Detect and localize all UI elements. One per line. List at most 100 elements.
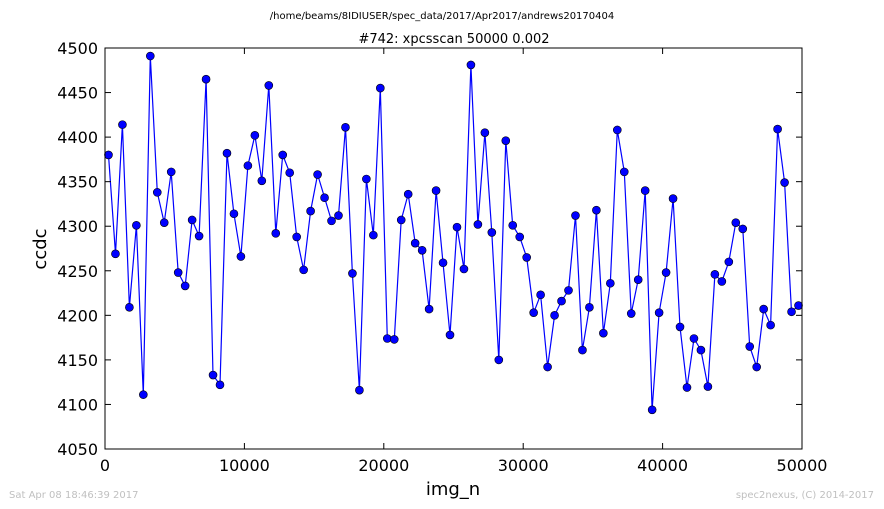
data-point [334, 211, 343, 220]
data-point [564, 286, 573, 295]
footer-credit: spec2nexus, (C) 2014-2017 [736, 490, 874, 501]
data-point [585, 303, 594, 312]
data-point [459, 264, 469, 274]
y-tick-label: 4300 [57, 217, 98, 236]
data-point [285, 168, 295, 178]
data-point [104, 150, 113, 160]
data-point [480, 128, 490, 137]
data-point [710, 270, 720, 279]
data-point [229, 209, 239, 219]
data-point [362, 174, 371, 184]
data-point [626, 309, 636, 318]
data-point [494, 355, 504, 365]
x-tick-label: 10000 [219, 456, 270, 475]
data-point [501, 136, 511, 145]
data-point [452, 222, 462, 232]
data-point [306, 206, 315, 216]
x-tick-label: 20000 [358, 456, 409, 475]
data-point [675, 322, 685, 332]
data-point [201, 74, 211, 84]
y-tick-label: 4050 [57, 440, 98, 459]
data-point [654, 308, 664, 317]
data-point [403, 189, 413, 199]
data-point [341, 123, 350, 132]
data-point [208, 370, 218, 380]
data-point [355, 385, 364, 395]
data-point [738, 224, 748, 234]
data-point [759, 304, 768, 314]
data-point [466, 60, 476, 70]
data-point [348, 269, 357, 278]
data-point [389, 335, 399, 344]
data-point [578, 345, 587, 355]
data-point [557, 296, 566, 306]
data-point [787, 307, 796, 317]
scan-title: #742: xpcsscan 50000 0.002 [358, 32, 549, 47]
data-point [111, 249, 120, 259]
data-point [536, 290, 545, 300]
data-point [215, 380, 225, 390]
data-point [633, 275, 643, 284]
data-point [299, 265, 308, 275]
data-point [724, 257, 734, 267]
data-point [543, 362, 552, 372]
data-point [599, 328, 608, 338]
data-point [752, 362, 761, 372]
y-tick-label: 4150 [57, 351, 98, 370]
y-tick-label: 4450 [57, 84, 98, 103]
data-point [243, 161, 253, 170]
ticks-layer: 0 10000 20000 30000 40000 50000 4050 4100 4150 42… [57, 39, 827, 475]
data-point [431, 186, 441, 195]
data-point [606, 278, 615, 288]
x-tick-label: 50000 [777, 456, 828, 475]
footer-timestamp: Sat Apr 08 18:46:39 2017 [9, 490, 139, 501]
x-tick-label: 0 [100, 456, 110, 475]
data-point [473, 220, 483, 229]
x-tick-label: 40000 [637, 456, 688, 475]
data-point [487, 228, 497, 237]
data-point [619, 167, 629, 177]
data-point [696, 345, 706, 355]
data-point [257, 176, 267, 186]
file-path-title: /home/beams/8IDIUSER/spec_data/2017/Apr2… [270, 11, 614, 22]
data-point [668, 194, 678, 203]
data-point [445, 330, 455, 340]
data-point [731, 218, 741, 227]
data-point [313, 170, 322, 179]
data-point [780, 178, 789, 187]
y-tick-label: 4250 [57, 262, 98, 281]
y-tick-label: 4200 [57, 306, 98, 325]
data-point [369, 230, 378, 240]
data-point [278, 150, 288, 160]
data-point [661, 268, 671, 277]
data-point [571, 211, 580, 220]
data-point [766, 320, 775, 330]
data-point [159, 218, 169, 227]
data-point [417, 245, 427, 255]
data-point [166, 167, 176, 177]
data-point [146, 51, 155, 61]
data-point [529, 308, 538, 317]
data-point [222, 148, 232, 158]
data-point [236, 252, 246, 261]
data-point [376, 83, 385, 93]
data-point [682, 383, 692, 392]
data-point [250, 131, 260, 140]
data-point [773, 124, 782, 134]
data-point [180, 281, 190, 291]
series-layer [104, 51, 803, 415]
data-point [424, 304, 434, 314]
y-tick-label: 4400 [57, 128, 98, 147]
data-point [703, 382, 713, 391]
data-point [187, 215, 197, 225]
data-point [515, 232, 525, 242]
x-axis-label: img_n [426, 479, 480, 500]
data-point [132, 221, 141, 230]
data-point [612, 125, 622, 135]
y-axis-label: ccdc [30, 228, 51, 269]
data-point [396, 215, 406, 225]
y-tick-label: 4100 [57, 395, 98, 414]
data-point [152, 188, 162, 197]
